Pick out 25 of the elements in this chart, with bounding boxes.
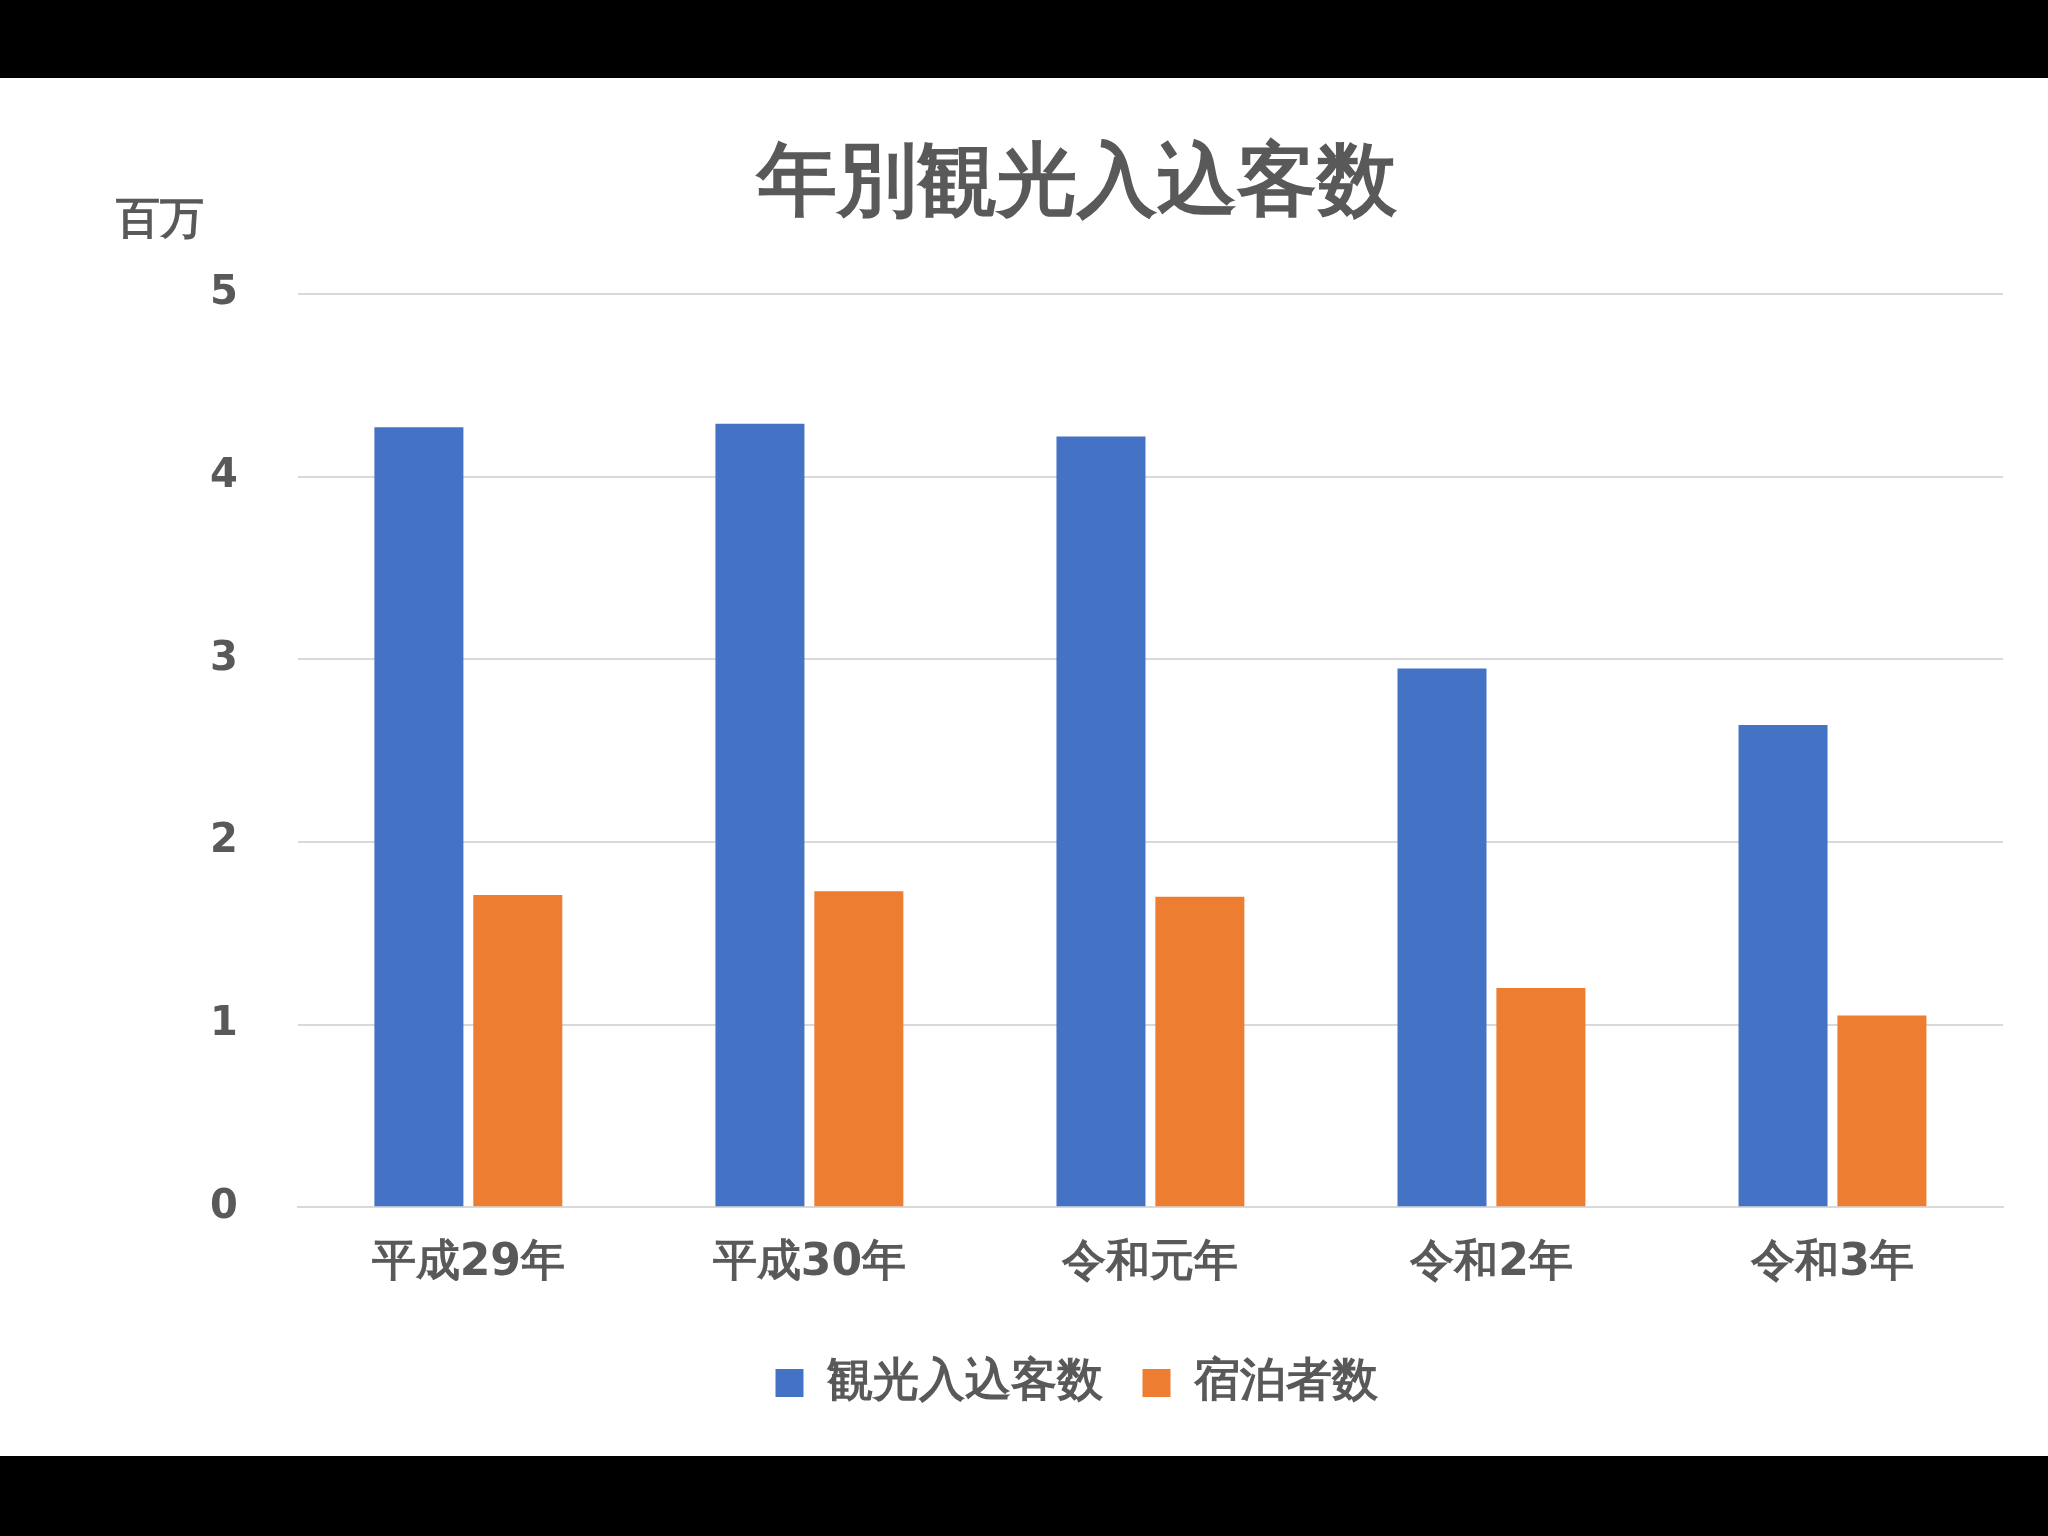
- legend-label: 観光入込客数: [825, 1351, 1104, 1406]
- bar: [1738, 725, 1828, 1207]
- y-tick-label: 2: [209, 815, 238, 862]
- y-tick-label: 1: [209, 997, 238, 1044]
- y-axis-title: 百万: [115, 192, 204, 244]
- bar: [1397, 668, 1487, 1207]
- legend-label: 宿泊者数: [1192, 1351, 1379, 1406]
- bar: [814, 891, 904, 1207]
- bar: [1056, 436, 1146, 1207]
- y-tick-label: 4: [209, 450, 238, 497]
- y-tick-label: 3: [209, 632, 238, 679]
- y-tick-label: 0: [209, 1180, 238, 1227]
- y-tick-label: 5: [209, 267, 238, 314]
- bar: [715, 423, 805, 1207]
- x-tick-label: 令和元年: [1061, 1234, 1239, 1286]
- x-tick-label: 令和3年: [1750, 1234, 1914, 1286]
- chart-title: 年別観光入込客数: [754, 132, 1398, 226]
- bar: [374, 427, 464, 1207]
- bar: [1837, 1015, 1927, 1207]
- bar: [1496, 988, 1586, 1207]
- x-tick-label: 平成29年: [371, 1234, 565, 1286]
- bar: [1155, 896, 1245, 1207]
- x-tick-label: 平成30年: [712, 1234, 906, 1286]
- x-tick-label: 令和2年: [1409, 1234, 1573, 1286]
- bar: [473, 894, 563, 1207]
